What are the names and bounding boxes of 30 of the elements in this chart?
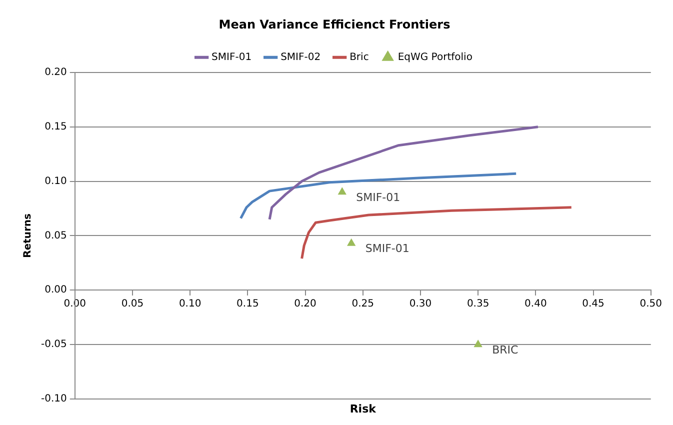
x-tick-label: 0.40 — [524, 298, 547, 310]
y-tick-label: 0.15 — [44, 121, 67, 132]
chart-title: Mean Variance Efficienct Frontiers — [218, 17, 450, 32]
legend-label: SMIF-02 — [280, 52, 321, 63]
legend-label: Bric — [350, 52, 369, 63]
x-tick-label: 0.30 — [409, 298, 432, 310]
y-tick-label: 0.00 — [44, 284, 67, 296]
annotation: BRIC — [492, 343, 519, 356]
x-tick-label: 0.45 — [582, 298, 604, 310]
x-tick-label: 0.15 — [236, 298, 259, 310]
x-tick-label: 0.10 — [178, 298, 202, 310]
point — [474, 340, 482, 348]
y-tick-label: 0.20 — [44, 66, 67, 78]
y-axis-title: Returns — [22, 213, 34, 258]
x-tick-label: 0.35 — [466, 298, 490, 310]
point — [338, 187, 346, 195]
point — [347, 238, 356, 246]
y-tick-label: -0.05 — [41, 339, 67, 350]
x-tick-label: 0.50 — [640, 298, 662, 310]
x-tick-label: 0.25 — [352, 298, 374, 310]
legend-label: EqWG Portfolio — [398, 52, 472, 63]
y-tick-label: 0.10 — [44, 176, 67, 187]
x-tick-label: 0.05 — [121, 298, 144, 310]
annotation: SMIF-01 — [356, 191, 400, 204]
x-axis-title: Risk — [350, 402, 377, 416]
x-tick-label: 0.20 — [294, 298, 316, 310]
y-tick-label: 0.05 — [44, 230, 67, 242]
annotation: SMIF-01 — [365, 242, 410, 256]
legend-label: SMIF-01 — [212, 52, 252, 63]
y-tick-label: -0.10 — [41, 394, 67, 405]
